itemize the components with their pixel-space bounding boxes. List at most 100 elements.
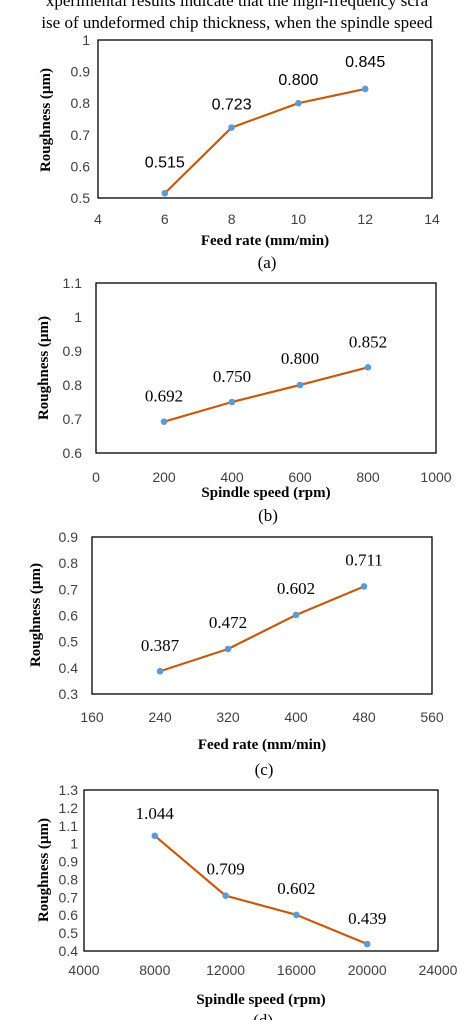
- data-point: [293, 911, 300, 919]
- data-label: 0.709: [206, 860, 244, 879]
- series-line: [163, 366, 369, 423]
- y-tick-label: 0.8: [59, 555, 79, 571]
- data-point: [292, 611, 300, 619]
- y-tick-label: 0.7: [71, 127, 91, 143]
- figure-caption: (c): [255, 760, 274, 779]
- x-tick-label: 14: [424, 211, 440, 227]
- data-label: 0.800: [278, 72, 318, 89]
- x-tick-label: 200: [152, 469, 176, 485]
- y-tick-label: 1: [70, 836, 78, 852]
- data-point: [363, 940, 371, 948]
- y-tick-label: 0.6: [71, 158, 91, 174]
- data-point: [296, 381, 304, 389]
- y-tick-label: 0.7: [59, 889, 79, 905]
- x-axis-title: Feed rate (mm/min): [201, 233, 329, 249]
- x-tick-label: 10: [291, 211, 307, 227]
- data-point: [360, 583, 368, 590]
- x-axis-title: Spindle speed (rpm): [196, 992, 325, 1008]
- plot-frame: [95, 282, 437, 454]
- y-tick-label: 0.6: [59, 907, 79, 923]
- chart-b: 0.6 0.7 0.8 0.9 1 1.1 0 200 400 600 800 1000 0.692 0.…: [36, 275, 452, 525]
- y-tick-label: 0.6: [63, 445, 83, 461]
- x-axis-title: Feed rate (mm/min): [198, 737, 326, 753]
- figure-caption: (b): [258, 506, 278, 525]
- data-point: [295, 99, 302, 107]
- figure-caption: (a): [258, 253, 277, 272]
- header-text-line-2: ise of undeformed chip thickness, when t…: [41, 13, 433, 32]
- y-tick-label: 0.8: [71, 95, 91, 111]
- y-tick-label: 0.4: [59, 660, 79, 676]
- y-tick-label: 0.5: [71, 190, 91, 206]
- y-tick-label: 1: [82, 32, 90, 48]
- x-tick-label: 240: [148, 709, 172, 725]
- y-tick-label: 0.8: [59, 871, 79, 887]
- y-tick-label: 0.7: [63, 411, 83, 427]
- x-tick-label: 4000: [68, 962, 99, 978]
- data-point: [156, 667, 164, 675]
- x-tick-label: 20000: [348, 962, 387, 978]
- x-tick-label: 16000: [277, 962, 316, 978]
- x-tick-label: 24000: [419, 962, 458, 978]
- header-text-line-1: xperimental results indicate that the hi…: [45, 0, 429, 10]
- x-tick-label: 4: [94, 211, 102, 227]
- data-label: 0.692: [145, 387, 183, 406]
- chart-d: 0.4 0.5 0.6 0.7 0.80.9 1 1.1 1.2 1.3 4000 8000 1200…: [36, 782, 458, 1020]
- y-axis-title: Roughness (µm): [38, 68, 54, 172]
- y-axis-title: Roughness (µm): [36, 316, 52, 420]
- figure-caption: (d): [253, 1011, 273, 1020]
- data-label: 0.723: [212, 97, 252, 114]
- data-point: [160, 418, 168, 426]
- x-tick-label: 160: [80, 709, 104, 725]
- data-label: 0.515: [145, 154, 185, 171]
- data-label: 0.602: [277, 879, 315, 898]
- x-axis-title: Spindle speed (rpm): [201, 485, 330, 501]
- data-point: [161, 189, 169, 197]
- y-tick-label: 0.8: [63, 377, 83, 393]
- series-line: [164, 87, 366, 195]
- data-label: 0.602: [277, 579, 315, 598]
- y-tick-label: 1.2: [59, 800, 79, 816]
- data-point: [228, 398, 236, 406]
- y-tick-label: 0.9: [71, 64, 91, 80]
- data-point: [364, 364, 372, 371]
- y-tick-label: 0.9: [59, 854, 79, 870]
- y-tick-label: 0.5: [59, 634, 79, 650]
- chart-a: 0.50.60.70.80.914 6 8 10 12 140.5150.7230.800…: [38, 32, 440, 272]
- data-point: [222, 892, 229, 900]
- x-tick-label: 12000: [206, 962, 245, 978]
- x-tick-label: 0: [92, 469, 100, 485]
- x-tick-label: 560: [420, 709, 444, 725]
- x-tick-label: 320: [216, 709, 240, 725]
- x-tick-label: 600: [288, 469, 312, 485]
- chart-c: 0.3 0.4 0.5 0.6 0.7 0.8 0.9 160 240 320 400 480 560 0…: [28, 529, 444, 779]
- data-point: [224, 645, 232, 653]
- data-label: 0.852: [349, 332, 387, 351]
- data-point: [151, 832, 159, 840]
- x-tick-label: 400: [284, 709, 308, 725]
- y-tick-label: 0.5: [59, 925, 79, 941]
- y-tick-label: 0.6: [59, 608, 79, 624]
- y-tick-label: 1.1: [59, 818, 79, 834]
- data-point: [228, 124, 235, 131]
- data-label: 0.387: [141, 636, 180, 655]
- x-tick-label: 400: [220, 469, 244, 485]
- data-label: 0.800: [281, 349, 319, 368]
- y-tick-label: 1: [74, 309, 82, 325]
- y-tick-label: 0.7: [59, 581, 79, 597]
- y-tick-label: 0.9: [63, 343, 83, 359]
- y-tick-label: 1.3: [59, 782, 79, 798]
- data-label: 1.044: [136, 804, 175, 823]
- y-tick-label: 0.3: [59, 686, 79, 702]
- x-tick-label: 6: [161, 211, 169, 227]
- data-label: 0.845: [345, 54, 385, 71]
- data-label: 0.439: [348, 909, 386, 928]
- data-label: 0.472: [209, 613, 247, 632]
- y-axis-title: Roughness (µm): [36, 818, 52, 922]
- plot-frame: [97, 39, 433, 199]
- series-line: [159, 585, 365, 673]
- y-tick-label: 0.9: [59, 529, 79, 545]
- data-label: 0.711: [345, 550, 383, 569]
- plot-frame: [91, 536, 433, 695]
- x-tick-label: 480: [352, 709, 376, 725]
